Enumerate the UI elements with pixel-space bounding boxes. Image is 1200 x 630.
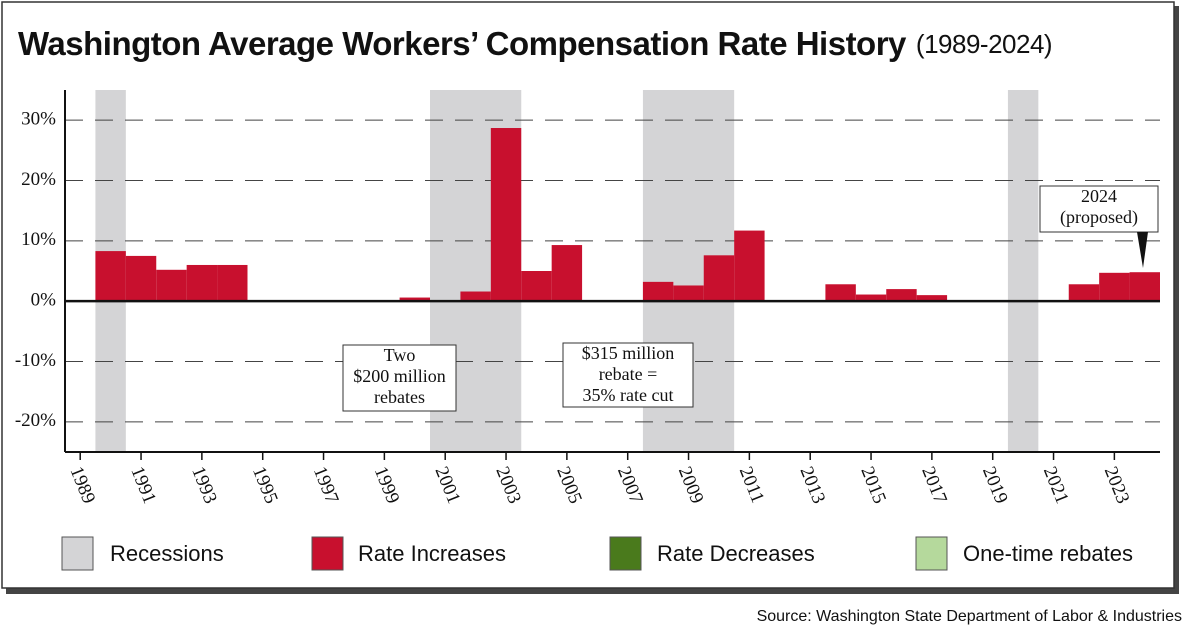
y-tick-label: -10%	[15, 350, 56, 371]
legend-label: Rate Decreases	[657, 541, 815, 566]
bar	[125, 255, 157, 302]
annotation-box	[342, 344, 457, 412]
annotation-text: rebates	[374, 387, 425, 407]
annotation-arrow	[1137, 232, 1148, 268]
bar	[1099, 272, 1130, 302]
bar	[734, 230, 765, 302]
legend-label: Rate Increases	[358, 541, 506, 566]
annotation-text: 2024	[1081, 186, 1117, 206]
y-tick-label: 0%	[31, 290, 57, 311]
bar	[855, 294, 887, 302]
chart-title: Washington Average Workers’ Compensation…	[18, 25, 1052, 62]
bar	[460, 291, 491, 302]
bar	[95, 251, 126, 302]
bar	[886, 289, 917, 302]
bar	[1068, 284, 1100, 302]
annotation-box	[1039, 185, 1159, 233]
bar	[399, 297, 430, 302]
bar	[1129, 272, 1160, 302]
legend-swatch	[311, 536, 344, 571]
bar	[217, 264, 248, 302]
annotation-box	[562, 342, 694, 408]
bar	[156, 269, 187, 302]
bar	[825, 284, 856, 302]
annotation-text: $315 million	[582, 343, 675, 363]
annotation-text: rebate =	[599, 364, 658, 384]
annotation-text: (proposed)	[1060, 207, 1138, 228]
y-tick-label: -20%	[15, 410, 56, 431]
legend-swatch	[609, 536, 642, 571]
legend-swatch	[61, 536, 94, 571]
bar	[673, 285, 704, 302]
y-tick-label: 10%	[21, 229, 56, 250]
annotation-text: $200 million	[353, 366, 446, 386]
title: Washington Average Workers’ Compensation…	[18, 25, 907, 62]
y-tick-label: 30%	[21, 109, 56, 130]
bar	[916, 295, 948, 302]
bar	[186, 264, 218, 302]
recession	[1007, 90, 1039, 452]
bar	[551, 245, 583, 302]
source: Source: Washington State Department of L…	[757, 608, 1182, 625]
bar	[642, 281, 674, 302]
bar	[490, 128, 522, 302]
bar	[521, 271, 552, 302]
bar	[703, 255, 735, 302]
legend-label: One-time rebates	[963, 541, 1133, 566]
subtitle: (1989-2024)	[916, 29, 1052, 59]
y-tick-label: 20%	[21, 169, 56, 190]
annotation-text: 35% rate cut	[583, 385, 674, 405]
legend-label: Recessions	[110, 541, 224, 566]
legend-swatch	[915, 536, 948, 571]
annotation-text: Two	[384, 345, 416, 365]
